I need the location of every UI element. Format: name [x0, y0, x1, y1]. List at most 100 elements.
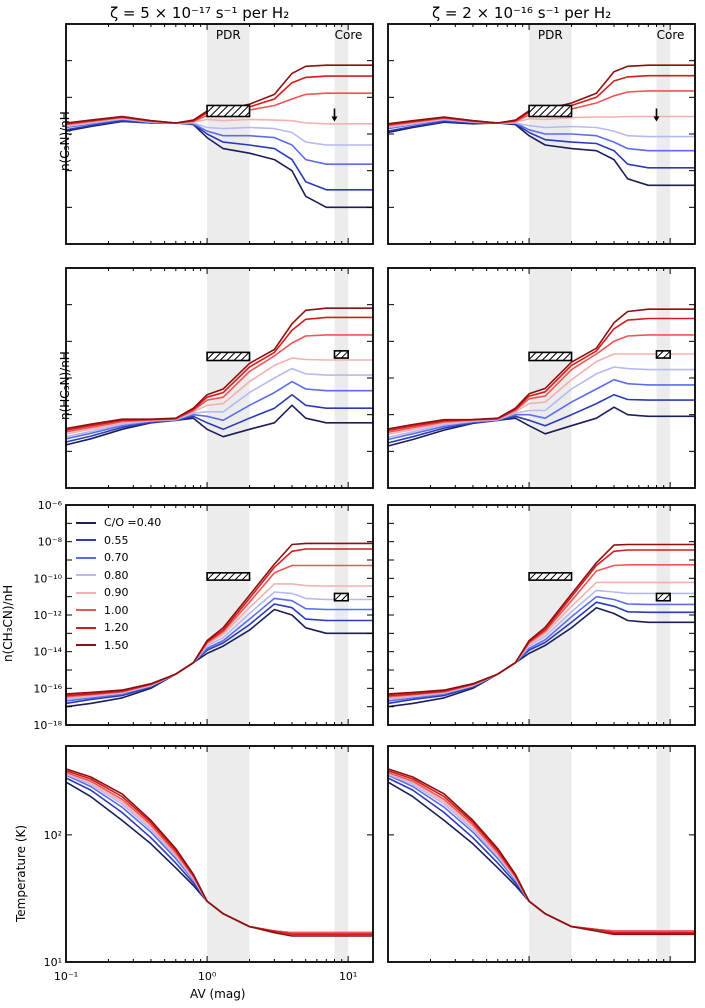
legend-entry-1.20: 1.20: [76, 619, 161, 637]
panel-2R-series-0.55: [387, 393, 695, 444]
panel-2L-series-0.80: [65, 367, 373, 438]
panel-2R-core-box: [655, 350, 671, 359]
row3-y-tick-label: 10⁻¹⁶: [33, 682, 62, 695]
x-tick-label: 10¹: [339, 970, 357, 983]
panel-1L-obs-box-hatch: [206, 105, 215, 113]
panel-3R-pdr-band: [529, 505, 572, 725]
legend-entry-0.55: 0.55: [76, 532, 161, 550]
panel-2L-obs-box-hatch: [212, 352, 222, 361]
legend-label: 0.40: [136, 516, 162, 530]
row3-y-tick-label: 10⁻¹²: [33, 609, 62, 622]
legend-swatch: [76, 556, 96, 559]
panel-2R-series-0.40: [387, 406, 695, 447]
panel-2L-obs-box-hatch: [247, 358, 250, 361]
panel-2L-series-0.40: [65, 404, 373, 446]
legend-entry-0.80: 0.80: [76, 567, 161, 585]
panel-3R-obs-box-hatch: [563, 572, 572, 581]
x-tick-label: 10⁻¹: [54, 970, 78, 983]
legend-swatch: [76, 609, 96, 612]
panel-1L-obs-box: [206, 104, 251, 118]
legend-label: 0.70: [104, 551, 129, 565]
panel-2L-series-1.20: [65, 316, 373, 431]
row3-y-tick-label: 10⁻⁶: [38, 499, 63, 512]
legend-label: 1.00: [104, 603, 129, 617]
panel-1R-core-label: Core: [657, 28, 685, 42]
panel-2R-obs-box-hatch: [569, 358, 572, 361]
panel-2L-series-0.55: [65, 393, 373, 443]
panel-2R-pdr-band: [529, 268, 572, 488]
panel-3R-series-0.55: [387, 601, 695, 705]
panel-3L-series-1.50: [65, 542, 373, 695]
panel-1R-upper-limit-head: [653, 116, 660, 122]
panel-4L-core-band: [334, 746, 349, 962]
panel-3R-series-1.20: [387, 549, 695, 697]
panel-1L-obs-box-hatch: [244, 111, 250, 117]
panel-1R-pdr-label: PDR: [538, 28, 563, 42]
panel-2L-series-0.90: [65, 357, 373, 435]
panel-2R-obs-box-hatch: [534, 352, 544, 361]
panel-3R-obs-box-hatch: [556, 572, 565, 581]
panel-3R-obs-box-hatch: [549, 572, 558, 581]
panel-2L-obs-box-hatch: [240, 352, 250, 361]
panel-1R-series-0.55: [387, 120, 695, 169]
panel-3R-series-0.40: [387, 606, 695, 708]
panel-2L-obs-box: [206, 351, 251, 362]
panel-2L-series-1.50: [65, 307, 373, 430]
panel-3L-obs-box-hatch: [206, 572, 215, 581]
panel-3L-core-box: [333, 592, 349, 602]
panel-3R-obs-box-hatch: [528, 572, 537, 581]
panel-3R-core-box-hatch: [656, 593, 664, 601]
panel-3L-series-0.40: [65, 608, 373, 708]
panel-2L-obs-box-hatch: [233, 352, 243, 361]
panel-1R-obs-box-hatch: [531, 105, 544, 117]
legend-label: 1.50: [104, 638, 129, 652]
legend-entry-0.90: 0.90: [76, 584, 161, 602]
panel-4R-pdr-band: [529, 746, 572, 962]
row4-y-tick-label: 10¹: [44, 956, 62, 969]
legend-swatch: [76, 574, 96, 577]
panel-1L-core-label: Core: [335, 28, 363, 42]
panel-1L-core-band: [334, 24, 349, 244]
panel-2R-obs-box-hatch: [548, 352, 558, 361]
panel-1R-core-band: [656, 24, 671, 244]
panel-2R-core-box-hatch: [656, 350, 664, 359]
panel-3L-obs-box-hatch: [213, 572, 222, 581]
legend-swatch: [76, 539, 96, 542]
panel-2R-core-band: [656, 268, 671, 488]
panel-3L-core-band: [334, 505, 349, 725]
panel-4L-pdr-band: [207, 746, 250, 962]
panel-2R-obs-box-hatch: [541, 352, 551, 361]
panel-3L-obs-box-hatch: [234, 572, 243, 581]
panel-1L-obs-box-hatch: [237, 105, 250, 117]
panel-2R-obs-box-hatch: [562, 352, 572, 361]
panel-3L-obs-box-hatch: [227, 572, 236, 581]
panel-4L-frame: [65, 745, 374, 963]
column-title-left: ζ = 5 × 10⁻¹⁷ s⁻¹ per H₂: [110, 4, 290, 22]
row3-y-tick-label: 10⁻¹⁴: [33, 646, 62, 659]
panel-2R-core-box-hatch: [662, 350, 671, 359]
panel-3L-obs-box-hatch: [248, 578, 250, 581]
panel-1L-upper-limit-head: [331, 116, 338, 122]
panel-1R-obs-box-hatch: [559, 105, 572, 117]
panel-2L-obs-box-hatch: [206, 352, 215, 360]
legend-label: 0.90: [104, 586, 129, 600]
panel-3L-obs-box-hatch: [220, 572, 229, 581]
panel-4R-frame: [387, 745, 696, 963]
panel-2L-core-box-hatch: [334, 350, 342, 359]
legend-entry-1.50: 1.50: [76, 637, 161, 655]
panel-1L-obs-box-hatch: [230, 105, 243, 117]
panel-3R-series-1.50: [387, 543, 695, 695]
panel-1R-obs-box-hatch: [552, 105, 565, 117]
panel-2R-series-0.90: [387, 353, 695, 436]
legend-label: 1.20: [104, 621, 129, 635]
legend-swatch: [76, 521, 96, 524]
panel-1L-obs-box-hatch: [216, 105, 229, 117]
legend-title-prefix: C/O =: [104, 516, 137, 530]
panel-4R-core-band: [656, 746, 671, 962]
legend: C/O = 0.40 0.55 0.70 0.80 0.90 1.00 1.20…: [76, 514, 161, 654]
legend-label: 0.55: [104, 533, 129, 547]
panel-1R-obs-box: [528, 104, 573, 118]
row4-y-tick-label: 10²: [44, 829, 62, 842]
panel-1L-pdr-label: PDR: [216, 28, 241, 42]
panel-1R-obs-box-hatch: [538, 105, 551, 117]
